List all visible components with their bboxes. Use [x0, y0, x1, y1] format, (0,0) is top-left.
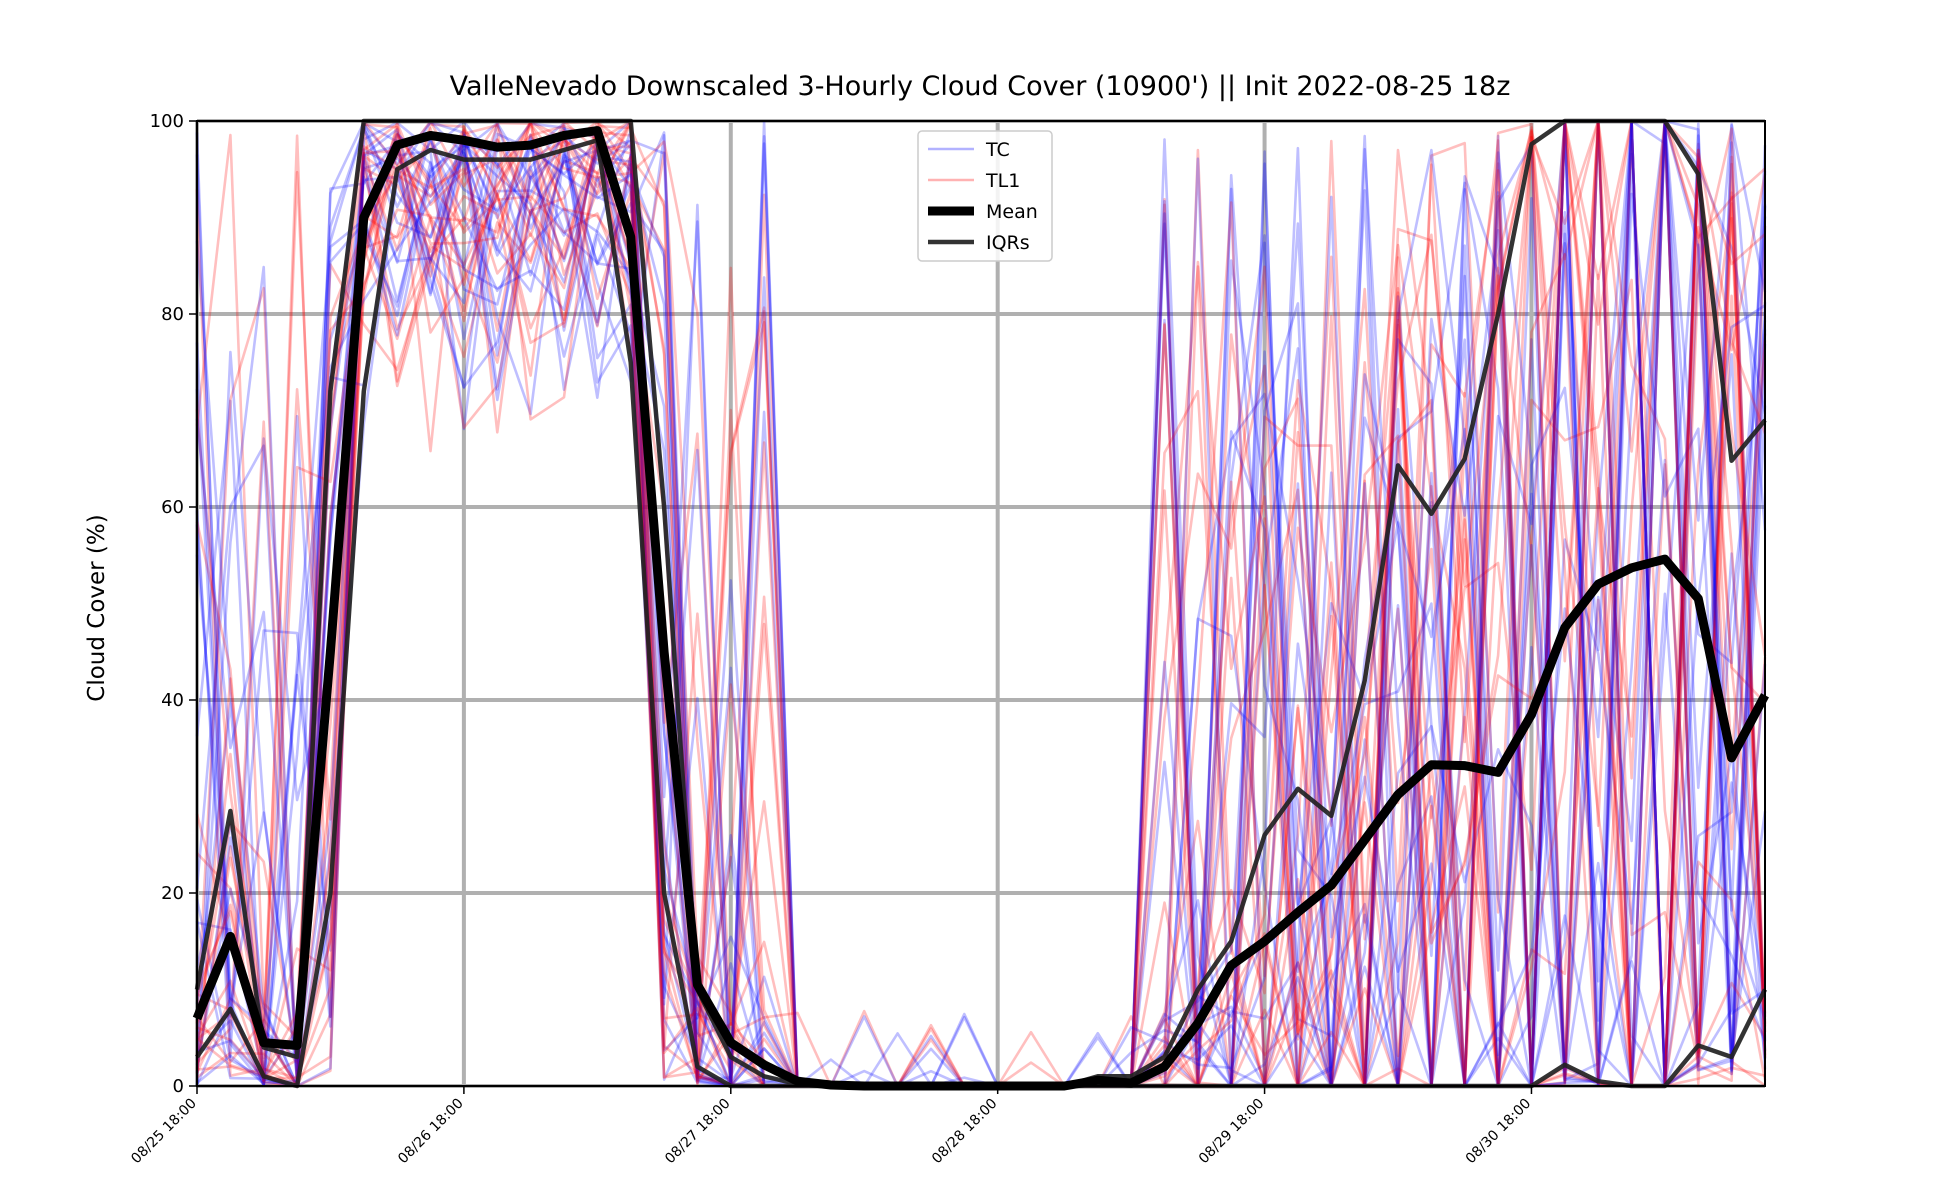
- y-tick-label: 20: [161, 883, 184, 904]
- y-tick-label: 80: [161, 304, 184, 325]
- y-tick-label: 40: [161, 690, 184, 711]
- legend: TC TL1 Mean IQRs: [917, 130, 1053, 262]
- y-axis-ticks: 0 20 40 60 80 100: [150, 111, 197, 1097]
- chart-title: ValleNevado Downscaled 3-Hourly Cloud Co…: [450, 71, 1511, 102]
- legend-label: TL1: [985, 170, 1020, 192]
- y-tick-label: 0: [173, 1076, 184, 1097]
- plot-frame: [196, 120, 1766, 1087]
- legend-label: IQRs: [986, 232, 1030, 254]
- legend-label: TC: [985, 139, 1010, 161]
- tc-member-line: [195, 119, 1767, 1088]
- y-axis-label: Cloud Cover (%): [84, 514, 110, 701]
- legend-box: [917, 130, 1053, 262]
- gridlines: [195, 119, 1765, 1088]
- y-tick-label: 60: [161, 497, 184, 518]
- legend-label: Mean: [986, 201, 1038, 223]
- y-tick-label: 100: [150, 111, 184, 132]
